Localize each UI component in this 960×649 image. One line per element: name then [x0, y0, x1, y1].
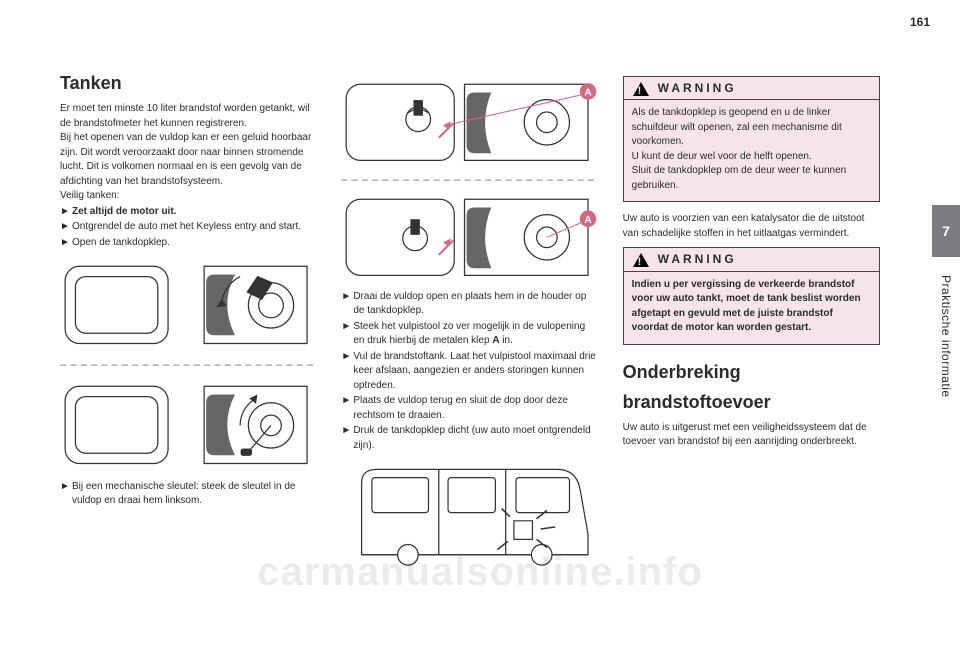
col2-b3: Vul de brandstoftank. Laat het vulpistoo…	[353, 350, 598, 394]
page-number: 161	[910, 14, 930, 31]
col2-b4: Plaats de vuldop terug en sluit de dop d…	[353, 394, 598, 423]
col2-bullet-5: ►Druk de tankdopklep dicht (uw auto moet…	[341, 424, 598, 453]
side-section-label: Praktische informatie	[937, 275, 954, 398]
col2-bullet-4: ►Plaats de vuldop terug en sluit de dop …	[341, 394, 598, 423]
col2-bullet-1: ►Draai de vuldop open en plaats hem in d…	[341, 290, 598, 319]
col1-b2: Ontgrendel de auto met het Keyless entry…	[72, 220, 301, 235]
col2-bullet-2: ►Steek het vulpistool zo ver mogelijk in…	[341, 320, 598, 349]
column-3: ! WARNING Als de tankdopklep is geopend …	[623, 70, 880, 590]
illus-col2-bottom: A	[341, 191, 598, 284]
col1-bullet-4: ►Bij een mechanische sleutel: steek de s…	[60, 480, 317, 509]
warning-box-2: ! WARNING Indien u per vergissing de ver…	[623, 247, 880, 344]
warn1-line1: Als de tankdopklep is geopend en u de li…	[632, 106, 871, 150]
column-1: Tanken Er moet ten minste 10 liter brand…	[60, 70, 317, 590]
col1-b3: Open de tankdopklep.	[72, 236, 170, 251]
svg-text:!: !	[637, 256, 644, 268]
chapter-tab: 7	[932, 205, 960, 257]
warning-2-title: WARNING	[658, 251, 737, 268]
callout-A-bottom: A	[585, 215, 593, 226]
warning-box-1: ! WARNING Als de tankdopklep is geopend …	[623, 76, 880, 202]
heading-tanken: Tanken	[60, 70, 317, 96]
svg-text:!: !	[637, 85, 644, 97]
warning-2-body: Indien u per vergissing de verkeerde bra…	[624, 272, 879, 344]
col2-b2b: in.	[500, 335, 513, 346]
col1-b4: Bij een mechanische sleutel: steek de sl…	[72, 480, 317, 509]
col2-b1: Draai de vuldop open en plaats hem in de…	[353, 290, 598, 319]
col2-b2a: Steek het vulpistool zo ver mogelijk in …	[353, 321, 585, 347]
col1-p1: Er moet ten minste 10 liter brandstof wo…	[60, 102, 317, 131]
illus-divider-2	[341, 175, 598, 185]
col1-p3: Veilig tanken:	[60, 189, 317, 204]
col2-bullet-3: ►Vul de brandstoftank. Laat het vulpisto…	[341, 350, 598, 394]
warn1-line2: U kunt de deur wel voor de helft openen.	[632, 150, 871, 165]
illus-fuel-flap-bottom	[60, 376, 317, 474]
col1-bullet-2: ►Ontgrendel de auto met het Keyless entr…	[60, 220, 317, 235]
illus-fuel-flap-top	[60, 256, 317, 354]
warning-1-title: WARNING	[658, 80, 737, 97]
warning-1-header: ! WARNING	[624, 77, 879, 100]
illus-col2-top: A	[341, 76, 598, 169]
col3-p2: Uw auto is uitgerust met een veiligheids…	[623, 421, 880, 450]
warn2-body: Indien u per vergissing de verkeerde bra…	[632, 279, 861, 334]
content-columns: Tanken Er moet ten minste 10 liter brand…	[60, 70, 880, 590]
heading-onderbreking-b: brandstoftoevoer	[623, 389, 880, 415]
col2-b2-bold: A	[492, 335, 499, 346]
illus-van	[341, 457, 598, 570]
callout-A-top: A	[585, 88, 593, 99]
warning-icon: !	[632, 252, 650, 268]
col2-b5: Druk de tankdopklep dicht (uw auto moet …	[353, 424, 598, 453]
heading-onderbreking-a: Onderbreking	[623, 359, 880, 385]
warning-1-body: Als de tankdopklep is geopend en u de li…	[624, 100, 879, 201]
warning-icon: !	[632, 81, 650, 97]
warn1-line3: Sluit de tankdopklep om de deur weer te …	[632, 164, 871, 193]
col3-p1: Uw auto is voorzien van een katalysator …	[623, 212, 880, 241]
illus-divider-1	[60, 360, 317, 370]
col1-p2: Bij het openen van de vuldop kan er een …	[60, 131, 317, 189]
warning-2-header: ! WARNING	[624, 248, 879, 271]
column-2: A A ►Draai de vuldop	[341, 70, 598, 590]
col1-bullet-1: ►Zet altijd de motor uit.	[60, 205, 317, 220]
col1-bullet-3: ►Open de tankdopklep.	[60, 236, 317, 251]
col1-b1: Zet altijd de motor uit.	[72, 206, 176, 217]
